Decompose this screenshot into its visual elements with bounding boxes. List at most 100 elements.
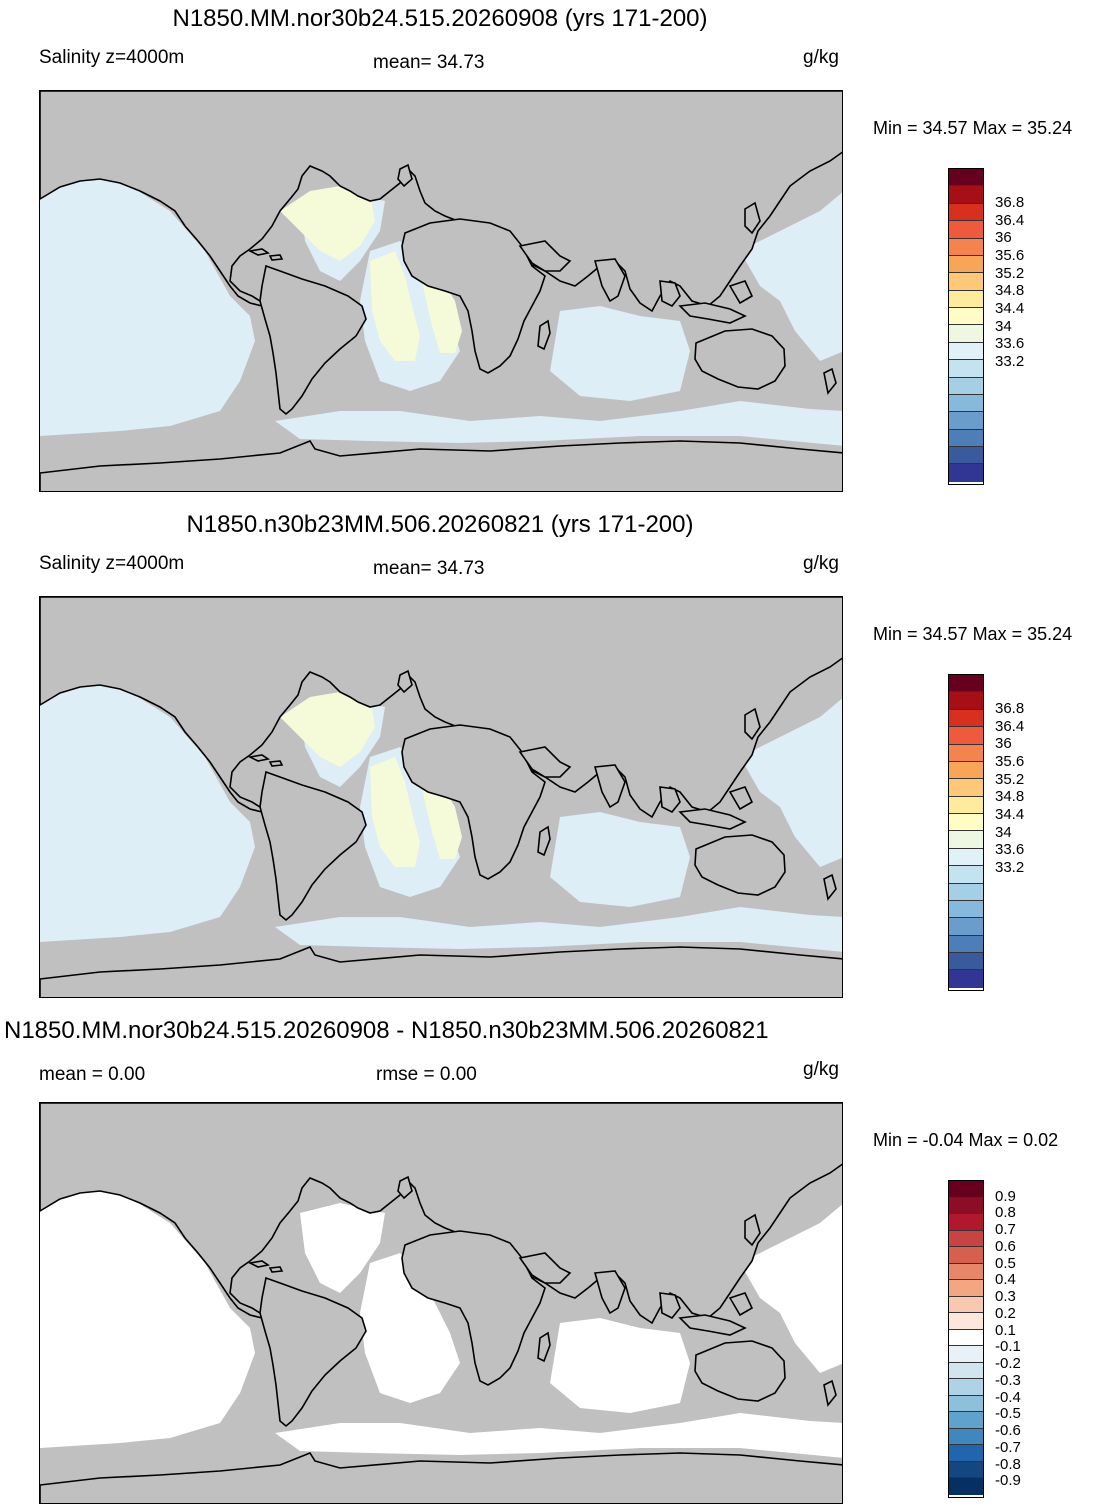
panel-1-title: N1850.MM.nor30b24.515.20260908 (yrs 171-… <box>172 5 708 32</box>
colorbar-swatch <box>949 675 983 693</box>
colorbar-tick-label: 33.2 <box>995 352 1025 370</box>
colorbar-tick-label: 0.6 <box>995 1237 1016 1255</box>
colorbar-swatch <box>949 221 983 239</box>
colorbar-swatch <box>949 709 983 728</box>
panel-2: N1850.n30b23MM.506.20260821 (yrs 171-200… <box>0 506 1109 1006</box>
colorbar-swatch <box>949 1230 983 1248</box>
panel-2-map <box>39 596 843 998</box>
colorbar-tick-label: -0.2 <box>995 1355 1021 1373</box>
colorbar-tick-label: -0.5 <box>995 1405 1021 1423</box>
colorbar-swatch <box>949 186 983 204</box>
colorbar-tick-label: 36.4 <box>995 717 1025 735</box>
colorbar-swatch <box>949 779 983 797</box>
colorbar-tick-label: 0.1 <box>995 1321 1016 1339</box>
colorbar-tick-label: 34 <box>995 823 1012 841</box>
colorbar-tick-label: -0.1 <box>995 1338 1021 1356</box>
colorbar-swatch <box>949 325 983 343</box>
colorbar-tick-label: 36.8 <box>995 194 1025 212</box>
colorbar-swatch <box>949 342 983 361</box>
colorbar-swatch <box>949 1329 983 1347</box>
colorbar-swatch <box>949 1313 983 1330</box>
colorbar-swatch <box>949 1280 983 1297</box>
panel-1-minmax: Min = 34.57 Max = 35.24 <box>873 118 1073 138</box>
colorbar-swatch <box>949 1197 983 1215</box>
colorbar-swatch <box>949 169 983 187</box>
colorbar-swatch <box>949 203 983 222</box>
deep-ocean-mask <box>40 1183 842 1458</box>
colorbar-tick-label: 35.2 <box>995 264 1025 282</box>
colorbar-swatch <box>949 761 983 780</box>
colorbar-swatch <box>949 900 983 919</box>
colorbar-tick-label: 34 <box>995 317 1012 335</box>
colorbar-swatch <box>949 1247 983 1264</box>
colorbar-swatch <box>949 1379 983 1396</box>
colorbar-tick-label: 0.3 <box>995 1288 1016 1306</box>
colorbar-tick-label: 33.2 <box>995 858 1025 876</box>
colorbar-swatch <box>949 1412 983 1429</box>
colorbar-tick-label: 34.4 <box>995 805 1025 823</box>
panel-1-variable-label: Salinity z=4000m <box>39 47 185 68</box>
panel-1: N1850.MM.nor30b24.515.20260908 (yrs 171-… <box>0 0 1109 500</box>
colorbar-swatch <box>949 1362 983 1380</box>
panel-3-map <box>39 1102 843 1504</box>
colorbar-tick-label: 35.6 <box>995 753 1025 771</box>
panel-2-colorbar <box>948 674 984 991</box>
colorbar-swatch <box>949 1181 983 1198</box>
colorbar-tick-label: 36 <box>995 735 1012 753</box>
colorbar-tick-label: 36 <box>995 229 1012 247</box>
panel-1-units-label: g/kg <box>803 47 839 68</box>
colorbar-swatch <box>949 429 983 447</box>
colorbar-swatch <box>949 360 983 378</box>
colorbar-tick-label: 0.2 <box>995 1304 1016 1322</box>
panel-3-minmax: Min = -0.04 Max = 0.02 <box>873 1130 1059 1150</box>
colorbar-swatch <box>949 290 983 308</box>
colorbar-swatch <box>949 1214 983 1231</box>
colorbar-swatch <box>949 1461 983 1479</box>
panel-1-colorbar <box>948 168 984 485</box>
panel-2-title: N1850.n30b23MM.506.20260821 (yrs 171-200… <box>186 511 694 538</box>
panel-3-colorbar <box>948 1180 984 1498</box>
colorbar-swatch <box>949 1478 983 1495</box>
colorbar-swatch <box>949 273 983 291</box>
panel-2-mean-label: mean= 34.73 <box>373 558 485 579</box>
colorbar-swatch <box>949 831 983 849</box>
colorbar-swatch <box>949 953 983 971</box>
colorbar-swatch <box>949 394 983 413</box>
panel-3-rmse-label: rmse = 0.00 <box>376 1064 477 1085</box>
colorbar-swatch <box>949 255 983 274</box>
colorbar-tick-label: 33.6 <box>995 841 1025 859</box>
panel-1-map <box>39 90 843 492</box>
colorbar-tick-label: -0.3 <box>995 1371 1021 1389</box>
colorbar-tick-label: -0.6 <box>995 1422 1021 1440</box>
panel-2-minmax: Min = 34.57 Max = 35.24 <box>873 624 1073 644</box>
colorbar-swatch <box>949 796 983 814</box>
colorbar-tick-label: -0.7 <box>995 1438 1021 1456</box>
colorbar-tick-label: 35.2 <box>995 770 1025 788</box>
colorbar-swatch <box>949 1263 983 1281</box>
colorbar-swatch <box>949 918 983 936</box>
colorbar-swatch <box>949 377 983 395</box>
colorbar-swatch <box>949 848 983 867</box>
colorbar-tick-label: 0.7 <box>995 1221 1016 1239</box>
colorbar-tick-label: -0.9 <box>995 1472 1021 1490</box>
colorbar-tick-label: 34.8 <box>995 788 1025 806</box>
colorbar-swatch <box>949 238 983 256</box>
colorbar-tick-label: 35.6 <box>995 247 1025 265</box>
colorbar-swatch <box>949 412 983 430</box>
colorbar-swatch <box>949 1395 983 1413</box>
panel-3-mean-label: mean = 0.00 <box>39 1064 146 1085</box>
colorbar-tick-label: 34.4 <box>995 299 1025 317</box>
colorbar-swatch <box>949 1296 983 1314</box>
colorbar-swatch <box>949 1346 983 1363</box>
colorbar-swatch <box>949 883 983 901</box>
colorbar-tick-label: 33.6 <box>995 335 1025 353</box>
colorbar-swatch <box>949 447 983 465</box>
colorbar-swatch <box>949 1445 983 1462</box>
panel-2-variable-label: Salinity z=4000m <box>39 553 185 574</box>
colorbar-tick-label: 34.8 <box>995 282 1025 300</box>
colorbar-swatch <box>949 744 983 762</box>
panel-3-units-label: g/kg <box>803 1059 839 1080</box>
colorbar-swatch <box>949 692 983 710</box>
colorbar-swatch <box>949 814 983 832</box>
colorbar-swatch <box>949 935 983 953</box>
